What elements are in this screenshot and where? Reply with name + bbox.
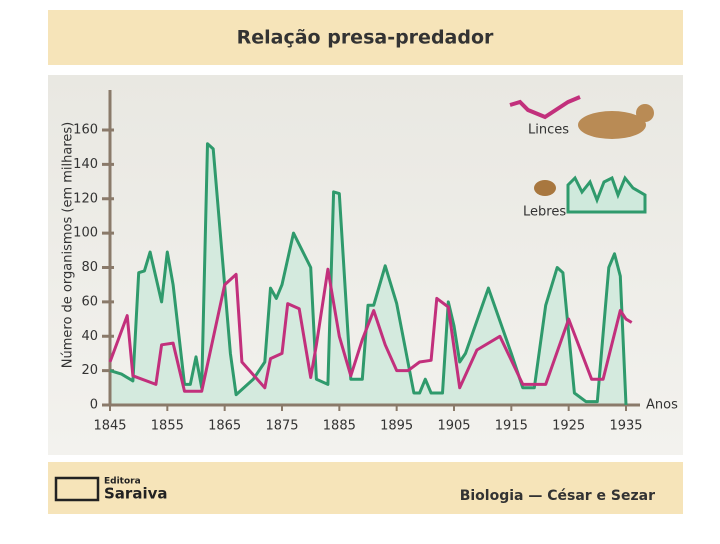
footer-banner <box>48 462 683 514</box>
x-tick-label: 1935 <box>609 419 642 434</box>
y-tick-label: 60 <box>81 294 98 309</box>
publisher-logo <box>54 476 100 502</box>
chart-title: Relação presa-predador <box>237 27 494 49</box>
y-tick-label: 100 <box>73 226 98 241</box>
y-tick-label: 0 <box>90 398 98 413</box>
x-tick-label: 1865 <box>208 419 241 434</box>
x-tick-label: 1845 <box>93 419 126 434</box>
legend-swatch <box>509 95 581 120</box>
y-tick-label: 140 <box>73 157 98 172</box>
legend-swatch <box>566 175 647 214</box>
y-tick-label: 160 <box>73 123 98 138</box>
publisher-name: Saraiva <box>104 485 168 503</box>
publisher-name: Editora <box>104 477 141 487</box>
lynx-icon <box>636 104 654 122</box>
y-tick-label: 40 <box>81 329 98 344</box>
x-tick-label: 1915 <box>495 419 528 434</box>
x-tick-label: 1895 <box>380 419 413 434</box>
hare-icon <box>534 180 556 196</box>
series-line <box>108 267 633 393</box>
legend-label: Linces <box>528 123 569 138</box>
y-axis-label: Número de organismos (em milhares) <box>61 122 76 368</box>
legend-label: Lebres <box>523 205 566 220</box>
x-tick-label: 1875 <box>265 419 298 434</box>
lynx-icon <box>578 111 646 139</box>
x-tick-label: 1925 <box>552 419 585 434</box>
x-axis-label: Anos <box>646 398 678 413</box>
x-tick-label: 1905 <box>437 419 470 434</box>
y-tick-label: 120 <box>73 191 98 206</box>
title-banner <box>48 10 683 65</box>
credit: Biologia — César e Sezar <box>460 488 655 504</box>
x-tick-label: 1855 <box>151 419 184 434</box>
y-tick-label: 20 <box>81 363 98 378</box>
series-line <box>109 142 628 406</box>
x-tick-label: 1885 <box>323 419 356 434</box>
y-tick-label: 80 <box>81 260 98 275</box>
